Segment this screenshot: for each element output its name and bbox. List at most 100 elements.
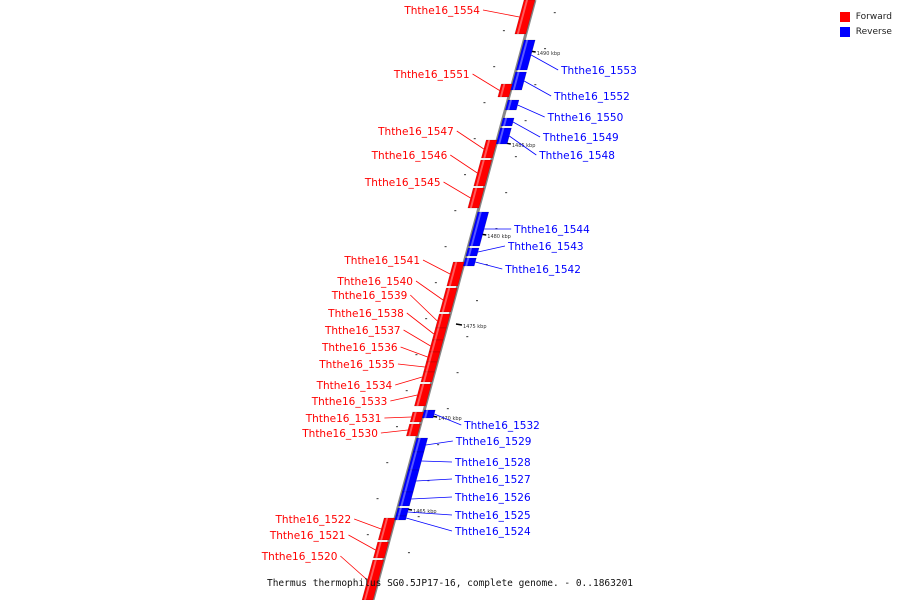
minor-tick <box>553 12 556 14</box>
gene-Ththe16_1554 <box>514 0 536 35</box>
minor-tick <box>456 372 459 374</box>
gene-label-reverse: Ththe16_1548 <box>538 150 615 162</box>
gene-arrow <box>504 99 520 111</box>
minor-tick <box>534 84 537 86</box>
gene-Ththe16_1525 <box>395 507 410 517</box>
gene-label-reverse: Ththe16_1543 <box>507 241 584 253</box>
gene-highlight <box>502 118 508 126</box>
gene-highlight <box>467 248 473 256</box>
gene-arrow <box>481 139 498 159</box>
gene-leader-reverse <box>530 54 559 71</box>
gene-leader-forward <box>348 534 376 551</box>
gene-label-reverse: Ththe16_1526 <box>454 492 531 504</box>
minor-tick <box>417 516 420 518</box>
gene-label-forward: Ththe16_1547 <box>377 126 454 138</box>
gene-highlight <box>380 518 389 540</box>
legend-label-forward: Forward <box>855 11 892 22</box>
gene-label-forward: Ththe16_1536 <box>321 342 398 354</box>
gene-highlight <box>428 352 433 362</box>
gene-leader-reverse <box>411 496 453 500</box>
gene-arrow <box>510 71 527 91</box>
gene-Ththe16_1524 <box>394 515 408 521</box>
forward-swatch <box>839 11 850 22</box>
gene-highlight <box>441 288 451 312</box>
gene-label-reverse: Ththe16_1553 <box>560 65 637 77</box>
gene-leader-reverse <box>477 245 506 253</box>
kbp-tick-label: 1475 kbp <box>463 324 487 330</box>
minor-tick <box>386 462 389 464</box>
gene-label-forward: Ththe16_1522 <box>275 514 352 526</box>
gene-label-forward: Ththe16_1541 <box>343 255 420 267</box>
gene-label-forward: Ththe16_1540 <box>336 276 413 288</box>
gene-leader-forward <box>390 394 418 402</box>
gene-leader-reverse <box>421 460 453 463</box>
gene-Ththe16_1541 <box>446 261 465 287</box>
gene-leader-reverse <box>523 80 552 97</box>
kbp-tick <box>455 323 463 326</box>
gene-highlight <box>404 470 413 492</box>
legend-item-forward: Forward <box>839 9 892 24</box>
gene-leader-forward <box>384 416 412 419</box>
gene-leader-forward <box>482 9 520 18</box>
gene-leader-forward <box>415 280 444 301</box>
gene-highlight <box>518 40 529 70</box>
gene-highlight <box>397 508 402 516</box>
gene-Ththe16_1529 <box>412 437 429 453</box>
gene-leader-forward <box>422 259 451 275</box>
gene-Ththe16_1520 <box>361 559 385 600</box>
gene-highlight <box>498 128 505 144</box>
gene-Ththe16_1552 <box>510 71 527 91</box>
gene-highlight <box>430 340 437 352</box>
gene-label-reverse: Ththe16_1527 <box>454 474 531 486</box>
gene-highlight <box>465 258 470 266</box>
minor-tick <box>483 102 486 104</box>
minor-tick <box>514 156 517 158</box>
gene-label-reverse: Ththe16_1529 <box>455 436 532 448</box>
gene-leader-reverse <box>416 478 453 482</box>
gene-arrow <box>500 117 515 127</box>
gene-Ththe16_1542 <box>462 257 477 267</box>
gene-highlight <box>364 560 377 600</box>
gene-arrow <box>361 559 385 600</box>
gene-highlight <box>507 100 512 110</box>
gene-Ththe16_1530 <box>405 423 421 437</box>
minor-tick <box>476 300 478 302</box>
gene-arrow <box>465 247 480 257</box>
gene-Ththe16_1550 <box>504 99 520 111</box>
gene-Ththe16_1544 <box>468 211 490 247</box>
gene-arrow <box>398 491 414 507</box>
gene-leader-forward <box>472 73 500 91</box>
minor-tick <box>505 192 508 194</box>
gene-label-forward: Ththe16_1545 <box>364 177 441 189</box>
minor-tick <box>425 318 428 320</box>
gene-leader-forward <box>395 376 423 386</box>
gene-highlight <box>469 188 478 208</box>
gene-leader-forward <box>406 312 435 335</box>
gene-highlight <box>422 372 428 382</box>
gene-arrow <box>405 423 421 437</box>
gene-leader-forward <box>340 555 368 581</box>
gene-arrow <box>423 361 438 373</box>
gene-Ththe16_1536 <box>425 351 441 363</box>
minor-tick <box>473 138 476 140</box>
gene-leader-reverse <box>407 511 453 516</box>
gene-arrow <box>425 351 441 363</box>
gene-highlight <box>416 384 425 406</box>
gene-highlight <box>396 516 400 520</box>
gene-highlight <box>499 84 506 97</box>
gene-Ththe16_1521 <box>373 541 389 559</box>
gene-Ththe16_1547 <box>481 139 498 159</box>
gene-highlight <box>424 410 429 418</box>
minor-tick <box>437 444 440 446</box>
gene-Ththe16_1553 <box>515 39 536 71</box>
gene-label-reverse: Ththe16_1542 <box>504 264 581 276</box>
minor-tick <box>544 48 547 50</box>
legend-item-reverse: Reverse <box>839 24 892 39</box>
minor-tick <box>405 390 408 392</box>
kbp-tick-label: 1470 kbp <box>438 416 462 422</box>
gene-leader-reverse <box>517 104 545 118</box>
minor-tick <box>493 66 496 68</box>
gene-highlight <box>425 362 431 372</box>
minor-tick <box>454 210 457 212</box>
gene-leader-forward <box>443 181 471 199</box>
